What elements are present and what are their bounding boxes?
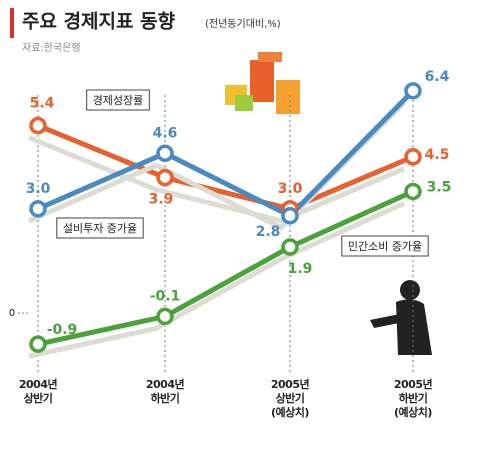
source: 자료:한국은행 <box>22 42 81 54</box>
value-label: 3.0 <box>26 181 51 197</box>
value-label: 4.5 <box>425 147 450 163</box>
x-tick-label: 2004년 상반기 <box>18 378 58 405</box>
point <box>404 82 422 100</box>
line <box>37 123 414 212</box>
legend-box <box>341 235 429 257</box>
value-label: 3.0 <box>278 181 303 197</box>
point <box>156 307 174 326</box>
legend-label: 민간소비 증가율 <box>348 240 422 253</box>
x-tick-label: 2004년 하반기 <box>145 378 185 405</box>
value-label: 2.8 <box>256 224 281 240</box>
x-tick-label: 2005년 하반기 (예상치) <box>393 378 433 419</box>
y-tick-label: 0 <box>9 308 15 319</box>
legend-item: 경제성장률 <box>86 89 150 111</box>
point <box>156 144 174 163</box>
point <box>29 116 47 135</box>
legend-label: 설비투자 증가율 <box>63 222 137 235</box>
legend-label: 경제성장률 <box>93 94 144 107</box>
point <box>156 168 174 187</box>
point <box>29 335 47 353</box>
value-label: 1.9 <box>288 261 313 277</box>
line <box>37 189 415 347</box>
value-label: 5.4 <box>30 96 55 112</box>
point <box>281 238 299 256</box>
legend-item: 민간소비 증가율 <box>341 235 429 257</box>
cube-icon <box>225 52 300 114</box>
person-icon <box>370 280 432 355</box>
value-label: 3.9 <box>149 192 174 208</box>
x-tick-label: 2005년 상반기 (예상치) <box>270 378 310 419</box>
point <box>404 182 422 201</box>
line <box>36 89 415 219</box>
value-label: 4.6 <box>153 125 178 141</box>
point <box>404 148 422 166</box>
series <box>36 89 415 219</box>
value-label: 6.4 <box>425 69 450 85</box>
legend-box <box>56 217 144 239</box>
series <box>37 189 415 347</box>
chart-title: 주요 경제지표 동향 <box>22 11 176 33</box>
chart-subtitle: (전년동기대비,%) <box>205 18 281 30</box>
legend-item: 설비투자 증가율 <box>56 217 144 239</box>
point <box>29 200 47 218</box>
value-label: -0.1 <box>150 288 181 304</box>
value-label: -0.9 <box>47 322 78 338</box>
point <box>281 207 299 225</box>
value-label: 3.5 <box>427 179 452 195</box>
title-bar <box>10 8 14 38</box>
legend-box <box>86 89 150 111</box>
series <box>37 123 414 212</box>
